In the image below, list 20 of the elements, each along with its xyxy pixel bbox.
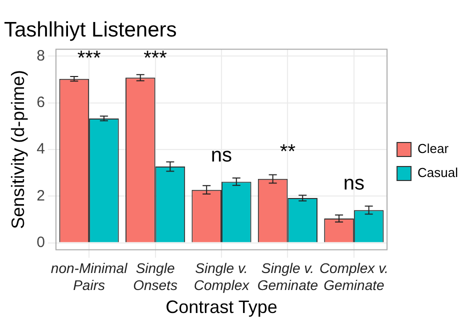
x-tick-label: Single v. Complex <box>194 260 250 293</box>
legend-label: Clear <box>418 141 450 156</box>
chart-title: Tashlhiyt Listeners <box>4 18 177 42</box>
annotation: ns <box>343 172 364 195</box>
x-tick-label: Single Onsets <box>133 260 178 293</box>
x-tick-label: non-Minimal Pairs <box>50 260 128 293</box>
x-axis-title: Contrast Type <box>166 297 278 318</box>
x-tick-label: Complex v. Geminate <box>319 260 388 293</box>
y-tick-label: 6 <box>36 94 45 111</box>
y-tick-label: 0 <box>36 234 45 251</box>
annotation: *** <box>77 48 101 70</box>
y-tick-label: 8 <box>36 47 45 64</box>
legend-label: Casual <box>418 165 458 180</box>
annotation: ns <box>210 144 232 166</box>
annotation: ** <box>280 141 296 164</box>
y-tick-label: 2 <box>36 187 45 204</box>
x-tick-label: Single v. Geminate <box>257 260 318 293</box>
annotation: *** <box>144 48 168 70</box>
y-axis-title: Sensitivity (d-prime) <box>8 70 28 230</box>
y-tick-label: 4 <box>36 140 45 158</box>
